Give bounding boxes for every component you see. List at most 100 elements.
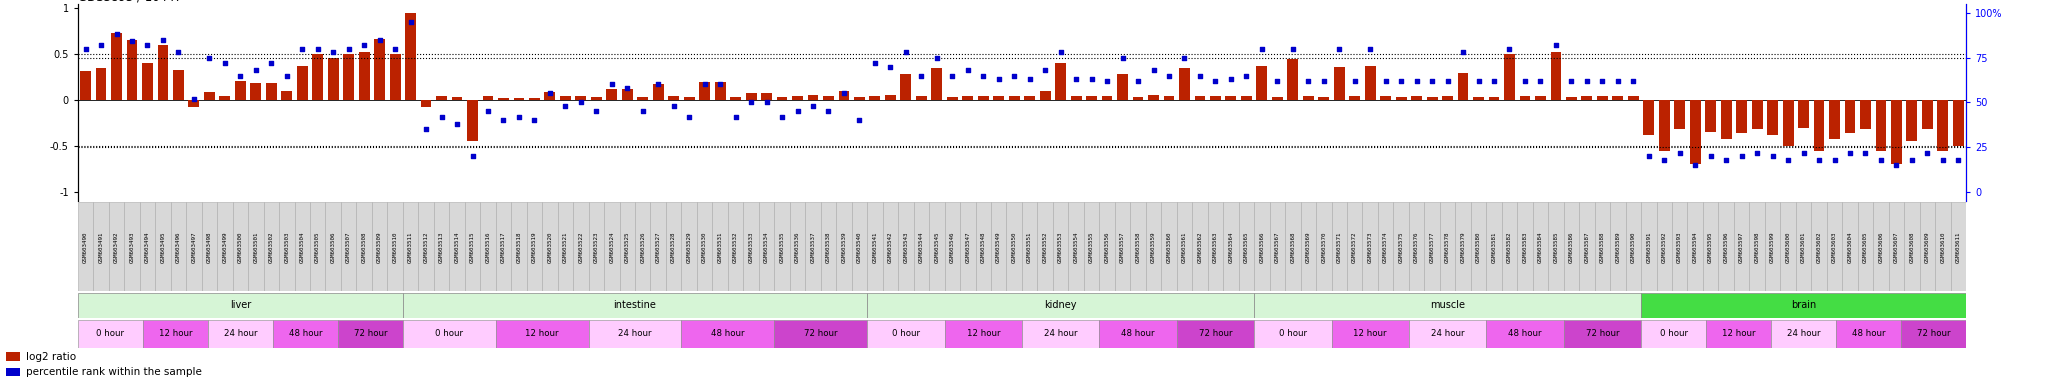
Text: GSM603499: GSM603499	[223, 231, 227, 263]
Bar	[1303, 96, 1313, 100]
FancyBboxPatch shape	[1780, 202, 1796, 291]
Text: GSM603582: GSM603582	[1507, 231, 1511, 263]
Text: GSM603551: GSM603551	[1028, 231, 1032, 263]
Bar	[1085, 96, 1098, 100]
Text: 24 hour: 24 hour	[1044, 329, 1077, 338]
Bar	[870, 96, 881, 100]
Point	[1276, 46, 1309, 52]
FancyBboxPatch shape	[143, 319, 207, 348]
FancyBboxPatch shape	[1626, 202, 1640, 291]
FancyBboxPatch shape	[1053, 202, 1069, 291]
Bar	[1706, 100, 1716, 132]
FancyBboxPatch shape	[496, 319, 588, 348]
Text: GSM603605: GSM603605	[1864, 231, 1868, 263]
FancyBboxPatch shape	[1518, 202, 1532, 291]
Text: GSM603498: GSM603498	[207, 231, 211, 263]
Text: GSM603599: GSM603599	[1769, 231, 1776, 263]
FancyBboxPatch shape	[248, 202, 264, 291]
Point	[1649, 157, 1681, 163]
FancyBboxPatch shape	[1100, 319, 1178, 348]
Text: GSM603545: GSM603545	[934, 231, 940, 263]
FancyBboxPatch shape	[1640, 293, 1966, 318]
Point	[1788, 149, 1821, 156]
Text: GSM603606: GSM603606	[1878, 231, 1884, 263]
Point	[1585, 78, 1618, 84]
Bar	[1737, 100, 1747, 133]
Bar	[1675, 100, 1686, 129]
FancyBboxPatch shape	[1548, 202, 1565, 291]
Bar	[1071, 96, 1081, 100]
Text: 12 hour: 12 hour	[967, 329, 999, 338]
Point	[1384, 78, 1417, 84]
Bar	[250, 83, 262, 100]
Point	[209, 60, 242, 66]
Point	[1059, 76, 1092, 82]
FancyBboxPatch shape	[1192, 202, 1208, 291]
Bar	[1720, 100, 1733, 139]
Text: GSM603607: GSM603607	[1894, 231, 1898, 263]
FancyBboxPatch shape	[272, 319, 338, 348]
Text: 12 hour: 12 hour	[158, 329, 193, 338]
Point	[1493, 46, 1526, 52]
Point	[844, 117, 877, 123]
Bar	[1194, 96, 1206, 100]
Point	[983, 76, 1016, 82]
Bar	[141, 63, 154, 100]
FancyBboxPatch shape	[295, 202, 309, 291]
FancyBboxPatch shape	[1935, 202, 1950, 291]
Text: GSM603594: GSM603594	[1694, 231, 1698, 263]
Point	[766, 114, 799, 120]
Text: GSM603522: GSM603522	[578, 231, 584, 263]
Point	[858, 60, 891, 66]
Bar	[6, 352, 20, 361]
FancyBboxPatch shape	[526, 202, 543, 291]
Point	[178, 96, 211, 102]
FancyBboxPatch shape	[373, 202, 387, 291]
Text: GSM603503: GSM603503	[285, 231, 289, 263]
Text: GSM603508: GSM603508	[362, 231, 367, 263]
FancyBboxPatch shape	[1532, 202, 1548, 291]
Text: 12 hour: 12 hour	[526, 329, 559, 338]
FancyBboxPatch shape	[1905, 202, 1919, 291]
FancyBboxPatch shape	[1735, 202, 1749, 291]
Point	[674, 114, 707, 120]
Text: GSM603570: GSM603570	[1321, 231, 1327, 263]
Bar	[1567, 97, 1577, 100]
Text: 48 hour: 48 hour	[711, 329, 745, 338]
Point	[1864, 157, 1896, 163]
FancyBboxPatch shape	[1331, 202, 1348, 291]
Text: GSM603502: GSM603502	[268, 231, 274, 263]
Bar	[111, 33, 123, 100]
Text: brain: brain	[1790, 300, 1817, 311]
FancyBboxPatch shape	[760, 202, 774, 291]
FancyBboxPatch shape	[309, 202, 326, 291]
Point	[780, 108, 813, 114]
Text: 48 hour: 48 hour	[1122, 329, 1155, 338]
Text: 72 hour: 72 hour	[354, 329, 387, 338]
Point	[874, 63, 907, 70]
Point	[1524, 78, 1556, 84]
Bar	[358, 53, 369, 100]
Text: GSM603546: GSM603546	[950, 231, 954, 263]
FancyBboxPatch shape	[139, 202, 156, 291]
Bar	[528, 98, 541, 100]
Text: 24 hour: 24 hour	[223, 329, 258, 338]
FancyBboxPatch shape	[836, 202, 852, 291]
Bar	[623, 89, 633, 100]
Text: GSM603497: GSM603497	[190, 231, 197, 263]
Point	[1337, 78, 1370, 84]
Text: GSM603544: GSM603544	[920, 231, 924, 263]
Bar	[281, 91, 293, 100]
FancyBboxPatch shape	[588, 202, 604, 291]
Point	[705, 81, 737, 88]
Text: GSM603548: GSM603548	[981, 231, 985, 263]
Bar	[375, 39, 385, 100]
FancyBboxPatch shape	[78, 319, 143, 348]
Text: GSM603595: GSM603595	[1708, 231, 1714, 263]
FancyBboxPatch shape	[975, 202, 991, 291]
Text: GSM603509: GSM603509	[377, 231, 383, 263]
Bar	[1225, 96, 1237, 100]
Text: GSM603543: GSM603543	[903, 231, 909, 263]
FancyBboxPatch shape	[944, 319, 1022, 348]
Text: GSM603494: GSM603494	[145, 231, 150, 263]
